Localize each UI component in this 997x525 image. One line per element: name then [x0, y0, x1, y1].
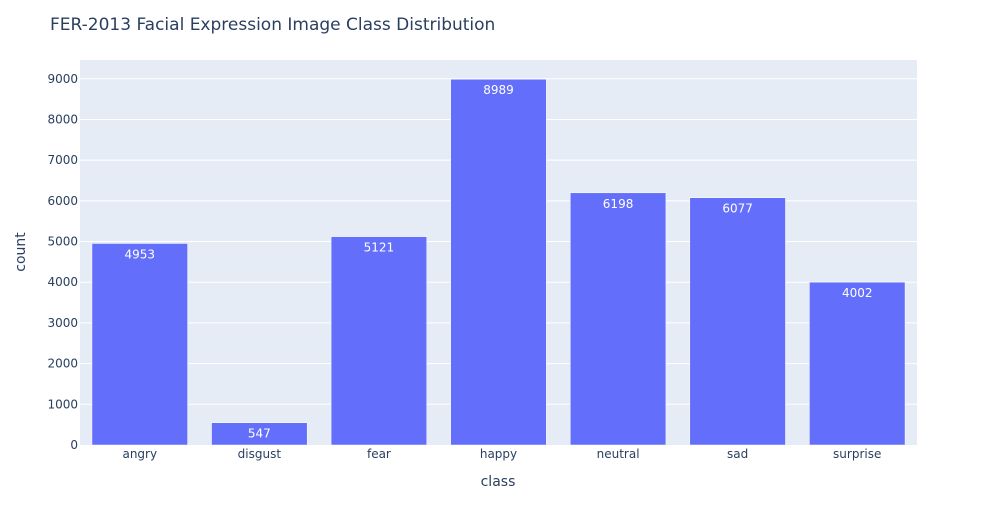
y-tick-label: 9000	[47, 72, 78, 86]
bar-sad[interactable]	[690, 198, 786, 445]
bar-value-label: 4002	[842, 286, 873, 300]
bar-value-label: 5121	[364, 241, 395, 255]
x-tick-label: disgust	[238, 447, 282, 461]
y-tick-label: 2000	[47, 357, 78, 371]
bar-neutral[interactable]	[570, 193, 666, 445]
x-tick-label: fear	[367, 447, 391, 461]
y-tick-label: 0	[70, 438, 78, 452]
y-tick-label: 3000	[47, 316, 78, 330]
y-tick-label: 6000	[47, 194, 78, 208]
bar-value-label: 8989	[483, 83, 514, 97]
y-tick-label: 5000	[47, 235, 78, 249]
bar-angry[interactable]	[92, 243, 188, 445]
x-tick-label: sad	[727, 447, 748, 461]
x-axis-title: class	[481, 474, 516, 490]
bar-value-label: 4953	[125, 247, 156, 261]
y-tick-label: 1000	[47, 397, 78, 411]
y-axis-title: count	[13, 232, 29, 272]
x-tick-label: surprise	[833, 447, 881, 461]
bar-value-label: 547	[248, 427, 271, 441]
bar-fear[interactable]	[331, 237, 427, 445]
chart-title: FER-2013 Facial Expression Image Class D…	[50, 15, 495, 35]
x-tick-label: happy	[480, 447, 517, 461]
x-tick-label: neutral	[597, 447, 640, 461]
bar-value-label: 6198	[603, 197, 634, 211]
y-tick-label: 7000	[47, 153, 78, 167]
y-tick-label: 8000	[47, 112, 78, 126]
bar-happy[interactable]	[451, 79, 547, 445]
bar-value-label: 6077	[722, 202, 753, 216]
y-tick-label: 4000	[47, 275, 78, 289]
x-tick-label: angry	[122, 447, 157, 461]
bar-surprise[interactable]	[809, 282, 905, 445]
